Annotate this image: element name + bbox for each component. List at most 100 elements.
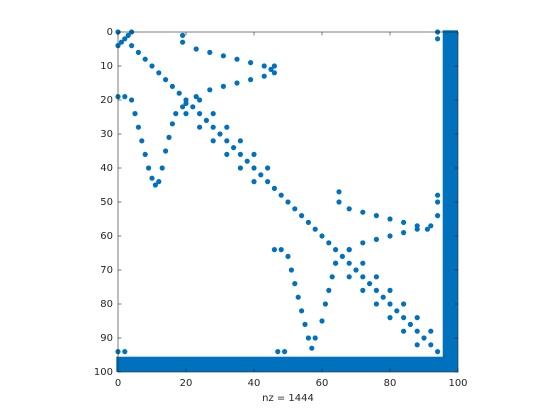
nonzero-point (373, 287, 379, 293)
nonzero-point (176, 90, 182, 96)
nonzero-point (278, 247, 284, 253)
nonzero-point (435, 213, 441, 219)
nonzero-point (237, 138, 243, 144)
nonzero-point (156, 70, 162, 76)
nonzero-point (322, 301, 328, 307)
nonzero-point (414, 315, 420, 321)
y-tick-label: 30 (100, 129, 113, 140)
nonzero-point (261, 73, 267, 79)
x-axis-label: nz = 1444 (262, 393, 314, 404)
nonzero-point (407, 321, 413, 327)
nonzero-point (169, 121, 175, 127)
nonzero-point (346, 247, 352, 253)
dense-block (116, 356, 459, 372)
nonzero-point (193, 46, 199, 52)
nonzero-point (271, 63, 277, 69)
nonzero-point (224, 138, 230, 144)
nonzero-point (122, 94, 128, 100)
nonzero-point (152, 182, 158, 188)
nonzero-point (231, 145, 237, 151)
nonzero-point (373, 236, 379, 242)
y-tick-label: 10 (100, 61, 113, 72)
nonzero-point (166, 134, 172, 140)
nonzero-point (401, 219, 407, 225)
nonzero-point (373, 274, 379, 280)
nonzero-point (414, 342, 420, 348)
nonzero-point (163, 148, 169, 154)
nonzero-point (360, 260, 366, 266)
nonzero-point (183, 100, 189, 106)
nonzero-point (251, 151, 257, 157)
nonzero-point (373, 213, 379, 219)
nonzero-point (129, 97, 135, 103)
nonzero-point (237, 151, 243, 157)
nonzero-point (234, 56, 240, 62)
nonzero-point (401, 328, 407, 334)
nonzero-point (132, 111, 138, 117)
nonzero-point (305, 219, 311, 225)
nonzero-point (193, 94, 199, 100)
nonzero-point (302, 321, 308, 327)
nonzero-point (220, 83, 226, 89)
nonzero-point (424, 226, 430, 232)
nonzero-point (271, 70, 277, 76)
nonzero-point (299, 308, 305, 314)
nonzero-point (339, 253, 345, 259)
nonzero-point (142, 56, 148, 62)
nonzero-point (125, 32, 131, 39)
nonzero-point (373, 301, 379, 307)
nonzero-point (387, 233, 393, 239)
nonzero-point (265, 179, 271, 185)
nonzero-point (319, 233, 325, 239)
nonzero-point (251, 179, 257, 185)
nonzero-point (197, 124, 203, 130)
nonzero-point (224, 151, 230, 157)
nonzero-point (326, 287, 332, 293)
nonzero-point (122, 349, 128, 355)
nonzero-point (268, 66, 274, 72)
nonzero-point (435, 192, 441, 198)
nonzero-point (295, 294, 301, 300)
nonzero-point (387, 315, 393, 321)
nonzero-point (435, 36, 441, 42)
nonzero-point (237, 165, 243, 171)
nonzero-point (329, 274, 335, 280)
y-tick-label: 0 (107, 27, 113, 38)
nonzero-point (387, 216, 393, 222)
nonzero-point (248, 60, 254, 66)
nonzero-point (197, 97, 203, 103)
nonzero-point (180, 104, 186, 110)
y-tick-label: 60 (100, 231, 113, 242)
nonzero-point (234, 80, 240, 86)
y-tick-label: 90 (100, 333, 113, 344)
nonzero-point (428, 223, 434, 229)
nonzero-point (122, 36, 128, 42)
nonzero-point (135, 49, 141, 56)
nonzero-point (333, 260, 339, 266)
nonzero-point (271, 185, 277, 191)
nonzero-point (224, 124, 230, 130)
nonzero-point (139, 138, 145, 144)
nonzero-point (169, 83, 175, 89)
nonzero-point (380, 294, 386, 300)
nonzero-point (346, 260, 352, 266)
nonzero-point (435, 349, 441, 355)
nonzero-point (346, 274, 352, 280)
x-tick-label: 20 (180, 378, 193, 389)
nonzero-point (278, 192, 284, 198)
nonzero-point (309, 345, 315, 351)
nonzero-point (401, 230, 407, 236)
nonzero-point (305, 335, 311, 341)
nonzero-point (156, 179, 162, 185)
nonzero-point (129, 43, 135, 49)
nonzero-point (299, 213, 305, 219)
nonzero-point (346, 206, 352, 212)
y-tick-label: 50 (100, 197, 113, 208)
nonzero-point (312, 226, 318, 232)
nonzero-point (394, 308, 400, 314)
nonzero-point (197, 111, 203, 117)
nonzero-point (207, 87, 213, 93)
nonzero-point (118, 39, 124, 45)
